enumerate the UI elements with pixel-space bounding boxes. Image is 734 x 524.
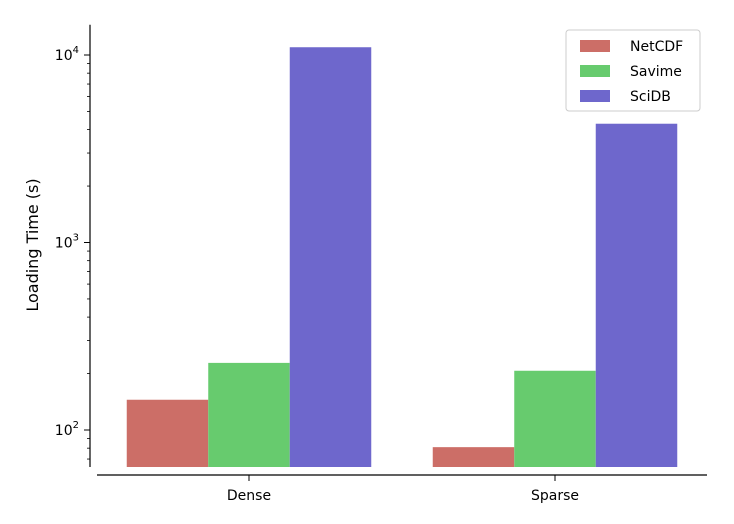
bar-netcdf-sparse bbox=[432, 447, 515, 467]
x-axis: Dense Sparse bbox=[97, 474, 707, 504]
y-tick-label: 104 bbox=[55, 45, 79, 64]
legend-label-scidb: SciDB bbox=[630, 89, 671, 105]
legend: NetCDF Savime SciDB bbox=[565, 29, 701, 112]
legend-swatch-scidb bbox=[580, 90, 610, 102]
x-tick-label: Sparse bbox=[531, 488, 579, 504]
y-axis: 102 103 104 bbox=[55, 24, 91, 467]
legend-swatch-netcdf bbox=[580, 40, 610, 52]
bar-scidb-sparse bbox=[595, 123, 678, 467]
bars-group bbox=[126, 47, 678, 468]
legend-swatch-savime bbox=[580, 65, 610, 77]
bar-savime-sparse bbox=[514, 370, 596, 467]
legend-label-savime: Savime bbox=[630, 64, 682, 80]
y-axis-label: Loading Time (s) bbox=[23, 178, 42, 311]
x-tick-label: Dense bbox=[227, 488, 271, 504]
y-tick-label: 102 bbox=[55, 420, 79, 439]
bar-scidb-dense bbox=[289, 47, 372, 468]
bar-savime-dense bbox=[208, 362, 290, 467]
legend-label-netcdf: NetCDF bbox=[630, 39, 683, 55]
y-tick-label: 103 bbox=[55, 233, 79, 252]
bar-netcdf-dense bbox=[126, 399, 209, 467]
